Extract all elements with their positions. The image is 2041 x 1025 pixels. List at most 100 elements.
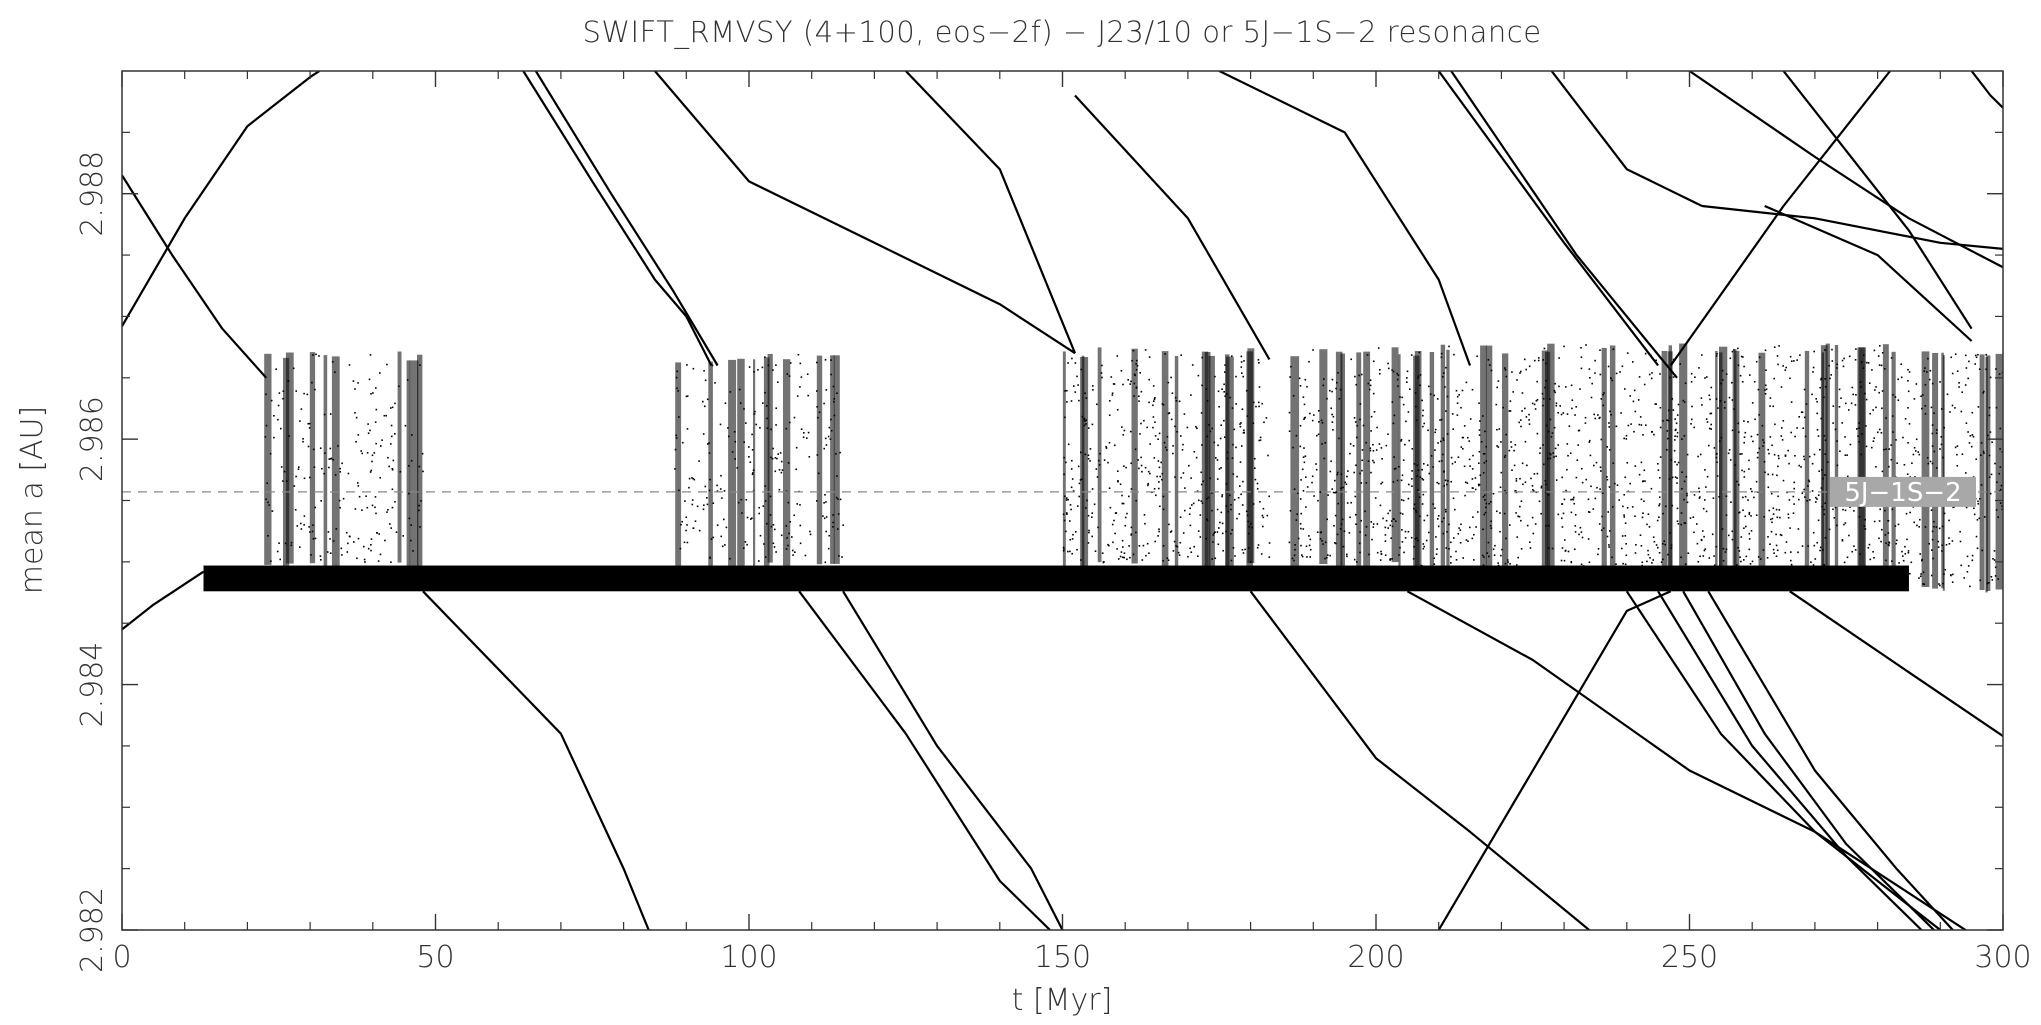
chaos-spike xyxy=(1668,345,1672,576)
chaos-dot xyxy=(1460,446,1463,448)
chaos-dot xyxy=(1743,559,1745,561)
chaos-dot xyxy=(1690,423,1692,425)
chaos-dot xyxy=(791,536,793,538)
resonance-label-bg xyxy=(1830,476,1976,507)
chaos-dot xyxy=(1818,470,1820,472)
chaos-dot xyxy=(1769,543,1771,545)
chaos-dot xyxy=(775,424,777,426)
chaos-dot xyxy=(1177,551,1180,554)
chaos-dot xyxy=(320,559,322,561)
chaos-dot xyxy=(796,503,798,505)
chaos-dot xyxy=(1881,390,1884,392)
chaos-dot xyxy=(1452,497,1455,500)
chaos-dot xyxy=(1345,483,1348,485)
chaos-dot xyxy=(1524,440,1527,443)
chaos-dot xyxy=(1865,398,1868,401)
chaos-dot xyxy=(1729,459,1732,461)
chaos-dot xyxy=(1702,555,1705,557)
chaos-dot xyxy=(1479,420,1481,422)
chaos-dot xyxy=(1532,532,1535,535)
chaos-dot xyxy=(1532,489,1534,491)
chaos-dot xyxy=(1218,527,1220,529)
chaos-dot xyxy=(1875,386,1877,388)
chaos-dot xyxy=(1401,396,1403,399)
chaos-dot xyxy=(1074,362,1077,364)
chaos-dot xyxy=(686,364,688,366)
chaos-dot xyxy=(1354,421,1357,423)
chaos-dot xyxy=(1331,421,1334,423)
chaos-dot xyxy=(1579,388,1581,390)
chaos-dot xyxy=(1755,480,1758,483)
chaos-dot xyxy=(1311,481,1313,484)
chaos-dot xyxy=(1915,438,1918,441)
chaos-dot xyxy=(1197,555,1199,557)
chaos-dot xyxy=(723,518,725,521)
chaos-dot xyxy=(326,551,329,553)
chaos-dot xyxy=(1311,475,1314,478)
chaos-dot xyxy=(1914,476,1916,478)
chaos-dot xyxy=(339,467,341,470)
chaos-dot xyxy=(1407,497,1410,500)
chaos-dot xyxy=(1770,492,1773,495)
chaos-dot xyxy=(277,404,280,407)
chaos-dot xyxy=(1842,508,1844,511)
x-tick-label: 250 xyxy=(1661,940,1718,975)
chaos-dot xyxy=(1536,399,1539,401)
chaos-dot xyxy=(1509,410,1512,412)
chaos-dot xyxy=(1153,398,1156,401)
chaos-dot xyxy=(685,395,688,398)
chaos-dot xyxy=(1303,461,1306,464)
chaos-dot xyxy=(1407,530,1410,533)
chaos-dot xyxy=(1528,423,1531,425)
chaos-dot xyxy=(1522,483,1524,486)
chaos-dot xyxy=(371,454,374,457)
chaos-dot xyxy=(1259,436,1262,439)
chaos-dot xyxy=(361,452,363,455)
chaos-dot xyxy=(1360,482,1363,484)
chaos-dot xyxy=(1423,545,1425,548)
chaos-dot xyxy=(1410,536,1413,539)
chaos-dot xyxy=(1401,541,1404,543)
chaos-spike xyxy=(675,362,682,571)
chaos-dot xyxy=(1301,554,1303,556)
chaos-dot xyxy=(1153,400,1155,402)
chaos-dot xyxy=(345,531,348,534)
chaos-dot xyxy=(1258,362,1260,364)
chaos-dot xyxy=(1302,456,1305,458)
chaos-dot xyxy=(1969,585,1971,588)
chaos-dot xyxy=(1149,443,1151,445)
chaos-dot xyxy=(1625,554,1628,557)
chaos-dot xyxy=(795,468,797,471)
chaos-dot xyxy=(1854,359,1857,361)
chaos-dot xyxy=(1975,458,1977,460)
chaos-dot xyxy=(1731,381,1733,384)
chaos-dot xyxy=(1478,462,1480,464)
chaos-dot xyxy=(1748,532,1751,535)
chaos-dot xyxy=(1306,385,1308,388)
chaos-dot xyxy=(1355,383,1357,386)
chaos-dot xyxy=(762,505,765,507)
chaos-dot xyxy=(1593,413,1595,416)
chaos-dot xyxy=(704,405,706,408)
chaos-spike xyxy=(1356,352,1362,568)
chaos-dot xyxy=(1077,384,1079,386)
track-line-17 xyxy=(1450,71,1678,379)
chaos-dot xyxy=(1473,559,1475,561)
chaos-dot xyxy=(1399,512,1402,514)
chaos-dot xyxy=(1750,435,1753,438)
chaos-dot xyxy=(1069,550,1071,553)
chaos-dot xyxy=(357,482,359,484)
chaos-dot xyxy=(341,554,343,556)
chaos-dot xyxy=(1216,459,1219,461)
chaos-dot xyxy=(387,509,389,511)
chaos-dot xyxy=(1437,515,1440,517)
chaos-dot xyxy=(1126,558,1128,561)
chaos-spike xyxy=(1208,355,1215,571)
chaos-dot xyxy=(1903,464,1906,466)
chaos-dot xyxy=(1258,439,1260,442)
chaos-dot xyxy=(1126,512,1128,515)
chaos-dot xyxy=(1128,545,1130,547)
chaos-dot xyxy=(1493,554,1496,556)
chaos-dot xyxy=(1597,548,1600,550)
chaos-dot xyxy=(357,434,360,436)
